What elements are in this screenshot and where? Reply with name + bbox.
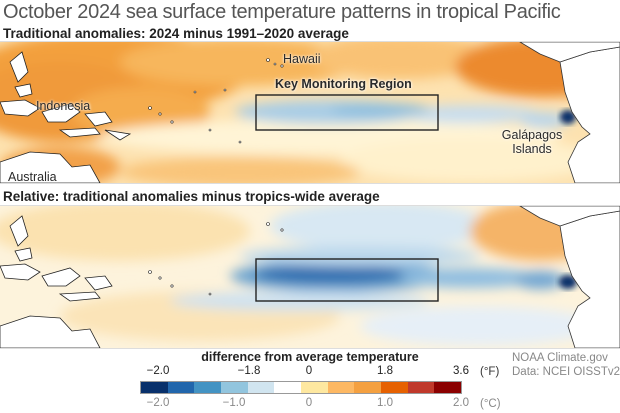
colorbar-fahrenheit-ticks: −2.0 −1.8 0 1.8 3.6 (140, 365, 490, 379)
colorbar-swatch (327, 382, 355, 393)
label-australia: Australia (8, 170, 57, 184)
bottom-map-graphic (0, 206, 620, 348)
colorbar-swatch (434, 382, 462, 393)
tick-f-2: 0 (305, 365, 313, 377)
colorbar-celsius-ticks: −2.0 −1.0 0 1.0 2.0 (140, 397, 490, 411)
label-galapagos: Galápagos Islands (497, 128, 567, 156)
label-key-monitoring-region: Key Monitoring Region (275, 77, 412, 91)
maritime-continent-shapes (0, 51, 132, 183)
colorbar-swatch (354, 382, 382, 393)
label-galapagos-line1: Galápagos (501, 128, 563, 142)
colorbar-swatch (221, 382, 248, 393)
credit-noaa: NOAA Climate.gov (512, 352, 608, 364)
tick-f-3: 1.8 (377, 365, 393, 377)
bottom-relative-map (0, 205, 620, 349)
tick-c-2: 0 (305, 397, 313, 409)
colorbar-title: difference from average temperature (201, 350, 419, 364)
tick-c-4: 2.0 (453, 397, 469, 409)
colorbar-swatch (247, 382, 275, 393)
credit-data-source: Data: NCEI OISSTv2.1 (512, 366, 620, 378)
colorbar-swatch (194, 382, 222, 393)
label-indonesia: Indonesia (36, 99, 91, 113)
label-hawaii: Hawaii (283, 52, 321, 66)
colorbar-gradient (140, 381, 462, 394)
colorbar-swatch (141, 382, 168, 393)
label-galapagos-line2: Islands (512, 142, 552, 156)
colorbar-swatch (167, 382, 195, 393)
top-map-graphic (0, 42, 620, 183)
tick-c-3: 1.0 (377, 397, 393, 409)
key-monitoring-box (255, 94, 439, 131)
tick-c-0: −2.0 (146, 397, 170, 409)
colorbar-swatch (407, 382, 435, 393)
key-monitoring-box-bottom (255, 258, 439, 302)
colorbar-swatch (381, 382, 408, 393)
tick-f-0: −2.0 (146, 365, 170, 377)
colorbar-swatch (274, 382, 302, 393)
colorbar-swatch (301, 382, 328, 393)
bottom-panel-subtitle: Relative: traditional anomalies minus tr… (3, 189, 380, 204)
top-anomaly-map: Hawaii Indonesia Australia Key Monitorin… (0, 41, 620, 184)
page-title: October 2024 sea surface temperature pat… (3, 1, 561, 23)
unit-fahrenheit: (°F) (480, 366, 500, 378)
unit-celsius: (°C) (480, 398, 501, 410)
tick-c-1: −1.0 (222, 397, 246, 409)
tick-f-4: 3.6 (453, 365, 469, 377)
tick-f-1: −1.8 (237, 365, 261, 377)
top-panel-subtitle: Traditional anomalies: 2024 minus 1991–2… (3, 26, 349, 41)
